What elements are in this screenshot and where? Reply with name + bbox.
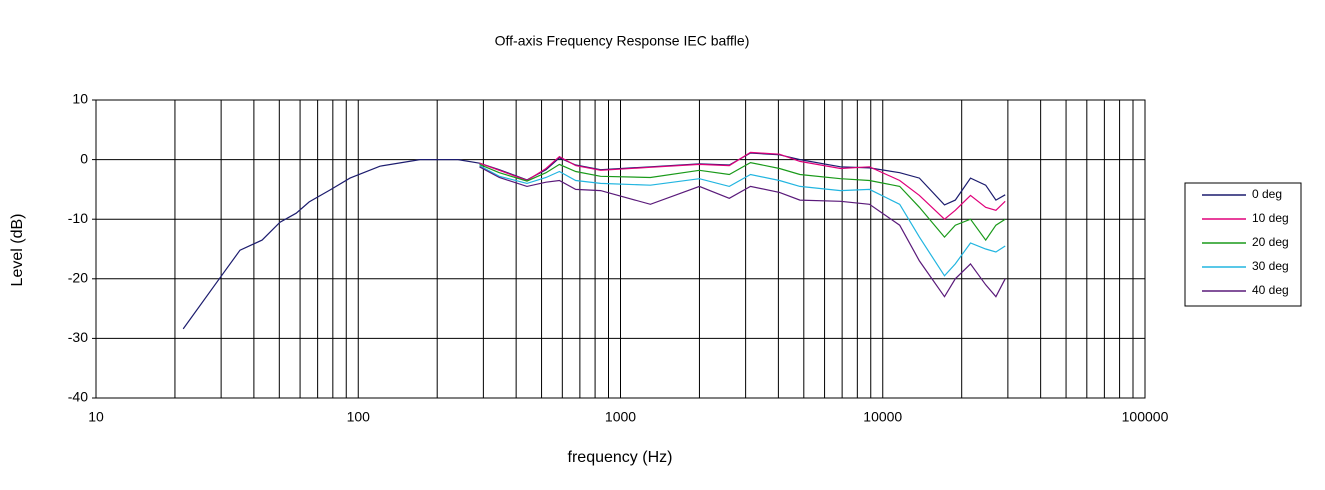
x-tick-label: 10000 — [863, 409, 902, 425]
series-line — [479, 166, 1006, 298]
y-tick-label: -10 — [68, 210, 88, 226]
legend-label: 10 deg — [1252, 211, 1289, 225]
legend-label: 0 deg — [1252, 187, 1282, 201]
y-tick-label: -20 — [68, 270, 88, 286]
y-tick-label: -30 — [68, 329, 88, 345]
legend-label: 20 deg — [1252, 235, 1289, 249]
y-tick-label: 10 — [72, 91, 88, 107]
x-axis-label: frequency (Hz) — [568, 449, 673, 466]
y-tick-label: -40 — [68, 389, 88, 405]
series-line — [479, 151, 1006, 221]
x-tick-label: 1000 — [605, 409, 636, 425]
y-axis-label: Level (dB) — [9, 214, 26, 287]
x-tick-label: 10 — [88, 409, 104, 425]
legend-box — [1184, 182, 1302, 307]
series-line — [479, 165, 1006, 277]
legend-label: 30 deg — [1252, 259, 1289, 273]
y-tick-label: 0 — [80, 150, 88, 166]
x-tick-label: 100 — [347, 409, 371, 425]
x-tick-label: 100000 — [1122, 409, 1169, 425]
chart-title: Off-axis Frequency Response IEC baffle) — [495, 33, 750, 49]
legend-label: 40 deg — [1252, 283, 1289, 297]
series-line — [479, 161, 1006, 242]
